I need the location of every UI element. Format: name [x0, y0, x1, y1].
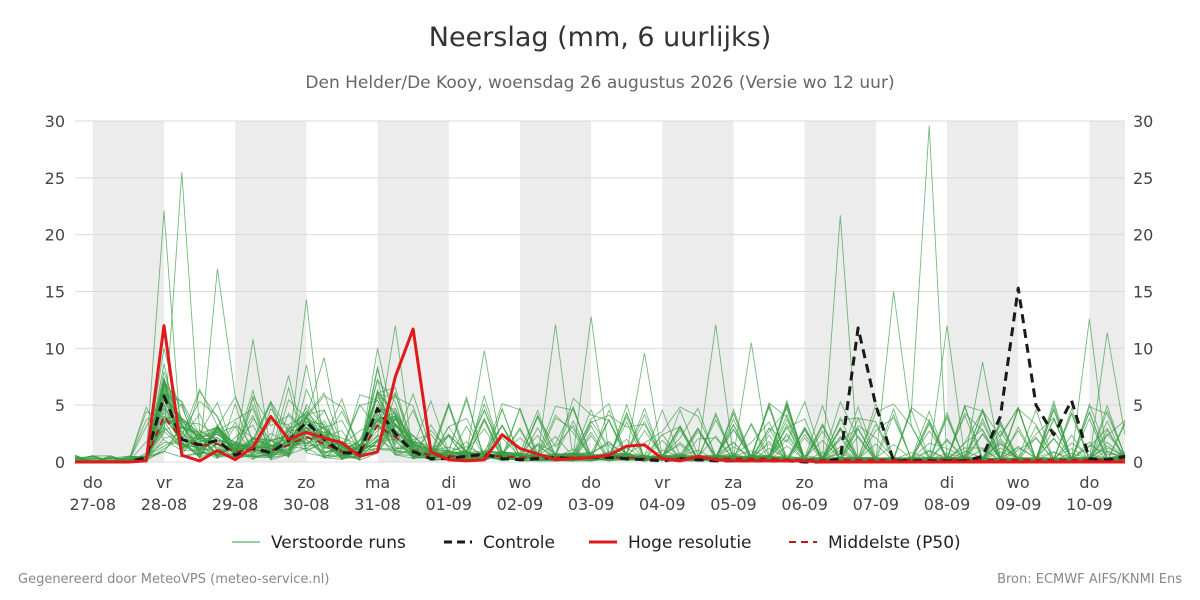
x-tick-day: do	[83, 473, 103, 492]
legend-label-median: Middelste (P50)	[828, 533, 961, 553]
x-tick-day: wo	[508, 473, 531, 492]
x-tick-date: 27-08	[70, 495, 117, 514]
x-tick-day: vr	[654, 473, 670, 492]
y-tick-label-right: 10	[1133, 339, 1153, 358]
y-tick-label-right: 5	[1133, 396, 1143, 415]
y-tick-label: 15	[45, 283, 65, 302]
footer-generator: Gegenereerd door MeteoVPS (meteo-service…	[18, 572, 330, 587]
x-tick-date: 06-09	[781, 495, 828, 514]
x-tick-date: 05-09	[710, 495, 757, 514]
y-tick-label: 0	[55, 453, 65, 472]
y-tick-label-right: 20	[1133, 226, 1153, 245]
x-tick-date: 07-09	[853, 495, 900, 514]
y-tick-label: 10	[45, 339, 65, 358]
x-tick-day: do	[1079, 473, 1099, 492]
x-tick-date: 02-09	[497, 495, 544, 514]
x-tick-day: di	[940, 473, 955, 492]
y-tick-label: 5	[55, 396, 65, 415]
y-tick-label: 30	[45, 112, 65, 131]
x-tick-day: wo	[1007, 473, 1030, 492]
footer-source: Bron: ECMWF AIFS/KNMI Ens	[997, 572, 1182, 587]
x-tick-date: 03-09	[568, 495, 615, 514]
x-tick-date: 28-08	[141, 495, 188, 514]
y-tick-label-right: 30	[1133, 112, 1153, 131]
y-tick-label-right: 15	[1133, 283, 1153, 302]
y-tick-label-right: 0	[1133, 453, 1143, 472]
y-tick-label: 25	[45, 169, 65, 188]
x-tick-day: di	[441, 473, 456, 492]
x-tick-day: do	[581, 473, 601, 492]
x-tick-day: za	[226, 473, 244, 492]
x-tick-date: 30-08	[283, 495, 330, 514]
chart-title: Neerslag (mm, 6 uurlijks)	[428, 22, 772, 53]
legend-label-ensemble: Verstoorde runs	[271, 533, 406, 553]
x-tick-day: ma	[863, 473, 888, 492]
x-tick-date: 08-09	[924, 495, 971, 514]
x-tick-date: 10-09	[1066, 495, 1113, 514]
y-tick-label-right: 25	[1133, 169, 1153, 188]
x-tick-day: vr	[156, 473, 172, 492]
x-tick-date: 31-08	[354, 495, 401, 514]
x-tick-day: ma	[365, 473, 390, 492]
x-tick-day: zo	[796, 473, 814, 492]
x-tick-date: 09-09	[995, 495, 1042, 514]
y-tick-label: 20	[45, 226, 65, 245]
x-tick-date: 01-09	[425, 495, 472, 514]
x-tick-day: zo	[297, 473, 315, 492]
chart-subtitle: Den Helder/De Kooy, woensdag 26 augustus…	[305, 73, 895, 93]
x-tick-date: 29-08	[212, 495, 259, 514]
high-resolution-line	[75, 324, 1125, 464]
ensemble-member-line	[75, 316, 1126, 463]
x-tick-day: za	[724, 473, 742, 492]
ensemble-member-line	[75, 348, 1126, 463]
legend-label-control: Controle	[483, 533, 555, 553]
ensemble-member-line	[75, 388, 1126, 463]
x-tick-date: 04-09	[639, 495, 686, 514]
legend-label-high_res: Hoge resolutie	[628, 533, 752, 553]
